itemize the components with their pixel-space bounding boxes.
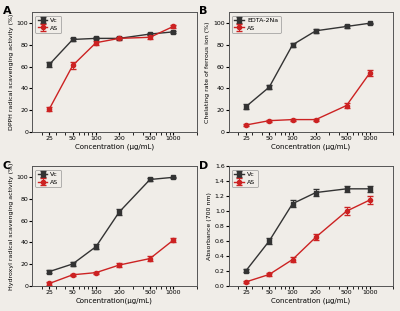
Text: B: B [199, 7, 208, 16]
X-axis label: Concentration (μg/mL): Concentration (μg/mL) [271, 298, 350, 304]
Text: D: D [199, 160, 208, 170]
Legend: Vc, AS: Vc, AS [36, 169, 61, 187]
Y-axis label: Hydroxyl radical scavenging activity (%): Hydroxyl radical scavenging activity (%) [9, 162, 14, 290]
Text: C: C [3, 160, 11, 170]
Legend: Vc, AS: Vc, AS [232, 169, 258, 187]
Y-axis label: Chelating rate of ferrous ion (%): Chelating rate of ferrous ion (%) [205, 21, 210, 123]
X-axis label: Concentration (μg/mL): Concentration (μg/mL) [271, 143, 350, 150]
Legend: Vc, AS: Vc, AS [36, 16, 61, 33]
X-axis label: Concentration (μg/mL): Concentration (μg/mL) [75, 143, 154, 150]
Text: A: A [3, 7, 11, 16]
Y-axis label: Absorbance (700 nm): Absorbance (700 nm) [207, 192, 212, 260]
Y-axis label: DPPH radical scavenging activity (%): DPPH radical scavenging activity (%) [9, 14, 14, 130]
Legend: EDTA-2Na, AS: EDTA-2Na, AS [232, 16, 280, 33]
X-axis label: Concentration(μg/mL): Concentration(μg/mL) [76, 298, 153, 304]
